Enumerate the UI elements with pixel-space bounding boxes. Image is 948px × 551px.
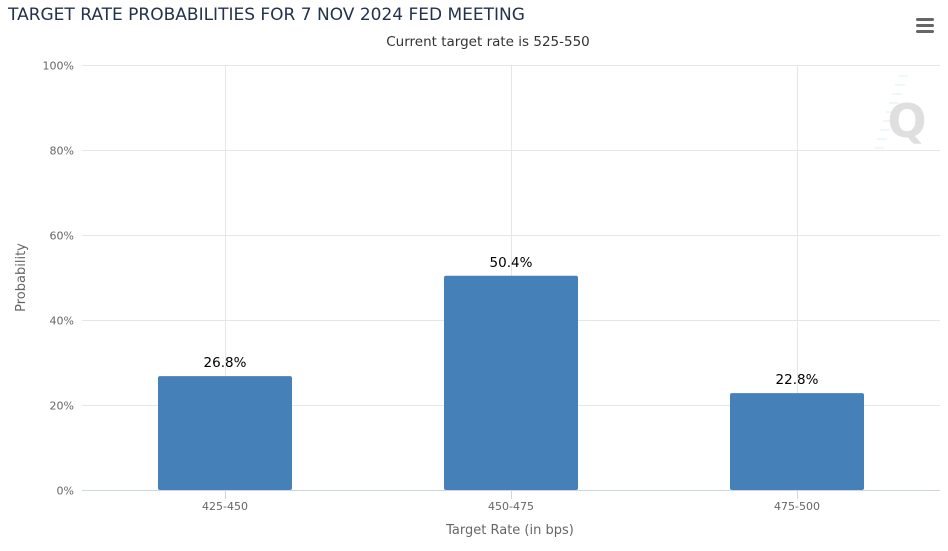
bar-475-500[interactable] xyxy=(730,393,864,490)
q-logo-icon: Q xyxy=(874,75,927,149)
data-label: 50.4% xyxy=(490,255,533,271)
data-label: 22.8% xyxy=(776,372,819,388)
y-tick-label: 20% xyxy=(50,400,74,413)
labels: 0% 20% 40% 60% 80% 100% 26.8% 425-450 50.4% 450-4… xyxy=(14,60,940,538)
y-tick-label: 0% xyxy=(57,485,74,498)
hamburger-menu-icon[interactable] xyxy=(913,14,937,36)
x-axis-title: Target Rate (in bps) xyxy=(445,523,574,538)
chart-subtitle: Current target rate is 525-550 xyxy=(386,34,590,50)
y-tick-label: 60% xyxy=(50,230,74,243)
data-label: 26.8% xyxy=(204,355,247,371)
x-tick-label: 475-500 xyxy=(774,500,820,513)
chart-title: TARGET RATE PROBABILITIES FOR 7 NOV 2024… xyxy=(8,5,525,25)
x-tick-label: 425-450 xyxy=(202,500,248,513)
y-axis-title: Probability xyxy=(14,243,29,312)
watermark-text: Q xyxy=(887,94,926,148)
bars xyxy=(158,275,864,490)
y-tick-label: 80% xyxy=(50,145,74,158)
bar-425-450[interactable] xyxy=(158,376,292,490)
y-tick-label: 100% xyxy=(43,60,74,73)
y-tick-label: 40% xyxy=(50,315,74,328)
x-tick-label: 450-475 xyxy=(488,500,534,513)
bar-450-475[interactable] xyxy=(444,275,578,490)
gridlines: Q xyxy=(82,65,940,490)
